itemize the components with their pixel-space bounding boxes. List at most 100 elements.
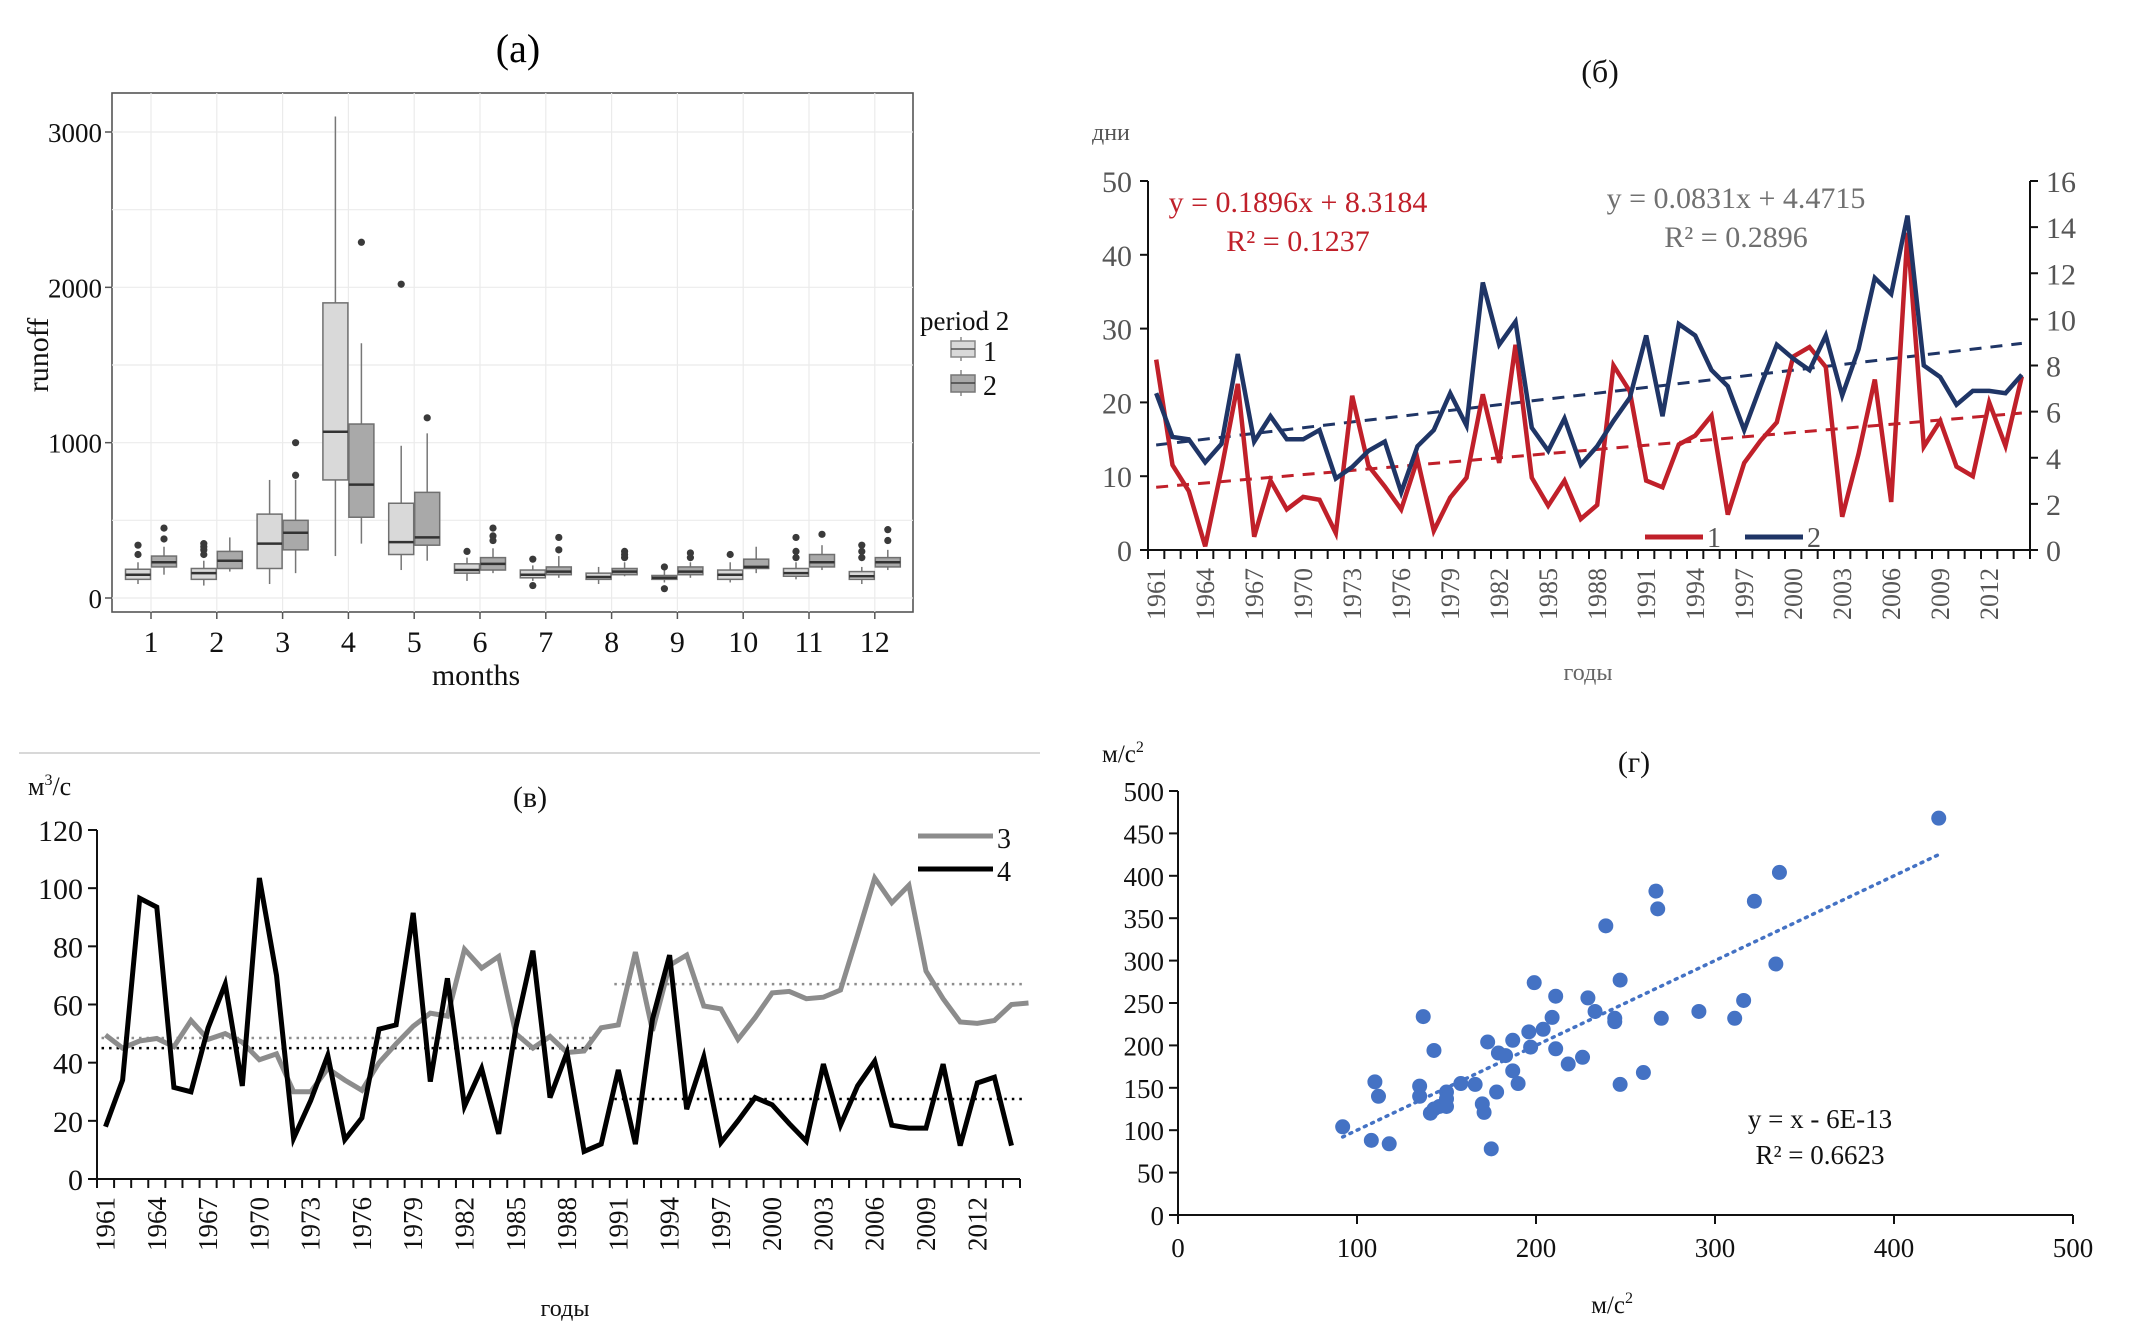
scatter-point [1768,956,1784,972]
y-tick-label: 250 [1124,989,1165,1019]
box-month-7-period-2 [545,533,573,578]
scatter-point [1746,893,1762,909]
scatter-point [1439,1091,1454,1107]
x-tick-label: 1961 [1142,568,1171,620]
outlier-point [357,238,365,246]
x-tick-label: 0 [1171,1233,1185,1263]
y-tick-label: 1000 [48,429,102,459]
y-tick-label: 2000 [48,273,102,303]
x-tick-label: 2003 [808,1197,838,1251]
legend-entry-period-2: 2 [950,370,997,402]
scatter-point [1467,1076,1483,1092]
outlier-point [555,546,563,554]
scatter-point [1521,1024,1537,1040]
line-series-1 [1153,232,2024,547]
panel-g-x-axis-label: м/с2 [1591,1290,1633,1319]
scatter-point [1648,883,1664,899]
outlier-point [858,547,866,556]
box-month-8-period-2 [611,547,638,577]
x-tick-label: 2009 [1926,568,1955,620]
panel-v-legend: 3 4 [918,824,1011,888]
x-tick-label: 7 [538,626,553,659]
y-left-tick-label: 40 [1102,240,1132,273]
panel-v-series [103,872,1029,1155]
panel-b-unit-label: дни [1092,120,1130,146]
y-left-tick-label: 30 [1102,314,1132,347]
x-tick-label: 1988 [552,1197,582,1251]
panel-a-boxes [124,116,902,593]
box-month-11-period-2 [808,530,836,571]
outlier-point [529,555,537,563]
x-tick-label: 1991 [1632,568,1661,620]
scatter-point [1412,1088,1428,1104]
panel-b-legend: 1 2 [1645,523,1821,554]
panel-v-unit-label: м3/с [28,772,71,801]
panel-v-mean-lines [101,982,1024,1101]
outlier-point [660,563,669,571]
scatter-point [1526,975,1542,991]
box-month-7-period-1 [519,555,547,590]
outlier-point [489,532,497,540]
x-tick-label: 400 [1874,1233,1915,1263]
panel-a-y-axis-label: runoff [22,318,55,392]
scatter-point [1587,1003,1603,1019]
outlier-point [292,471,300,479]
panel-g-axes: 0 50 100 150 200 250 300 350 400 450 500 0 100 200 300… [1124,777,2094,1263]
x-tick-label: 10 [728,626,758,659]
box-month-1-period-2 [150,524,178,575]
panel-a-plot-frame [111,92,914,613]
panel-v-line-chart: (в) м3/с 0 20 40 60 80 100 120 1961 1964 1967 1970… [19,752,1040,1322]
panel-v-x-axis-label: годы [541,1296,590,1322]
box-month-5-period-1 [387,280,415,571]
box-iqr [322,302,349,481]
y-right-tick-label: 16 [2046,166,2076,199]
x-tick-label: 1967 [193,1197,223,1251]
panel-a-gridlines [112,93,913,612]
outlier-point [489,524,497,532]
y-left-tick-label: 0 [1117,535,1132,568]
scatter-point [1548,988,1564,1004]
y-tick-label: 0 [89,584,103,614]
panel-g-r2: R² = 0.6623 [1755,1140,1884,1170]
x-tick-label: 1970 [1289,568,1318,620]
scatter-point [1480,1034,1496,1050]
box-month-4-period-1 [322,116,349,557]
box-month-2-period-2 [216,537,244,572]
box-iqr [348,423,375,518]
box-month-6-period-1 [453,547,481,581]
x-tick-label: 2009 [911,1197,941,1251]
panel-b-x-axis-label: годы [1564,660,1613,686]
x-tick-label: 1976 [1387,568,1416,620]
scatter-point [1523,1039,1539,1055]
y-tick-label: 150 [1124,1074,1165,1104]
x-tick-label: 1964 [142,1197,172,1252]
line-series-2 [1154,215,2024,500]
y-tick-label: 80 [53,931,83,964]
x-tick-label: 2006 [1877,568,1906,620]
x-tick-label: 8 [604,626,619,659]
panel-g-title: (г) [1618,746,1650,779]
box-month-10-period-1 [716,550,744,583]
x-tick-label: 3 [275,626,290,659]
box-iqr [453,563,481,574]
scatter-point [1931,810,1947,826]
panel-b-title: (б) [1581,53,1619,89]
outlier-point [463,547,471,556]
x-tick-label: 2003 [1828,568,1857,620]
scatter-point [1598,918,1614,934]
scatter-point [1548,1041,1564,1057]
outlier-point [884,526,892,534]
y-right-tick-label: 2 [2046,489,2061,522]
scatter-point [1426,1042,1442,1058]
y-tick-label: 300 [1124,947,1165,977]
x-tick-label: 1973 [296,1197,326,1251]
scatter-point [1575,1049,1591,1065]
panel-v-axes: 0 20 40 60 80 100 120 1961 1964 1967 1970 1973 1976 1… [38,815,1021,1252]
box-iqr [256,513,283,570]
x-tick-label: 500 [2053,1233,2094,1263]
equation-1-text: y = 0.1896x + 8.3184 [1169,186,1428,219]
scatter-point [1580,990,1596,1006]
x-tick-label: 2000 [1779,568,1808,620]
x-tick-label: 9 [670,626,685,659]
box-month-5-period-2 [413,414,441,561]
